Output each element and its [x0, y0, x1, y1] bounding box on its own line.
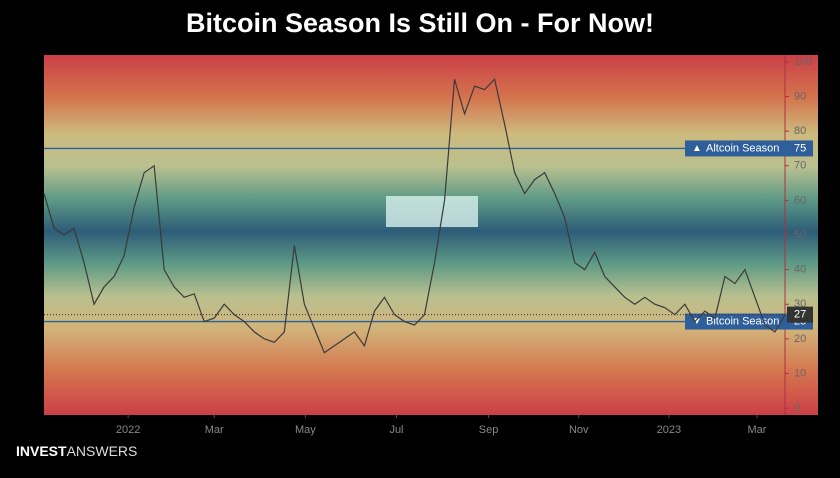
reference-label-text: Bitcoin Season	[706, 315, 779, 327]
y-tick-label: 90	[794, 90, 806, 102]
y-tick-label: 50	[794, 229, 806, 241]
plot-background	[44, 55, 818, 415]
reference-label: ▼Bitcoin Season25	[685, 313, 813, 330]
brand-bold: INVEST	[16, 443, 67, 459]
y-tick-label: 0	[794, 402, 800, 414]
y-tick-label: 20	[794, 333, 806, 345]
x-tick-label: Nov	[569, 424, 589, 436]
chart-title: Bitcoin Season Is Still On - For Now!	[186, 8, 654, 38]
brand: INVESTANSWERS	[16, 443, 137, 459]
x-tick-label: 2022	[116, 424, 140, 436]
last-value-box	[787, 306, 813, 323]
reference-symbol: ▼	[692, 316, 702, 327]
y-tick-label: 100	[794, 56, 812, 68]
x-tick-label: Jul	[389, 424, 403, 436]
y-tick-label: 40	[794, 264, 806, 276]
x-tick-label: Mar	[205, 424, 224, 436]
reference-symbol: ▲	[692, 143, 702, 154]
reference-label: ▲ Altcoin Season 75	[685, 140, 813, 157]
reference-label-box	[685, 313, 813, 330]
last-value-label: 27	[794, 309, 806, 321]
x-tick-label: May	[295, 424, 316, 436]
series-line	[43, 78, 786, 354]
highlight-box	[386, 196, 478, 227]
reference-value: 75	[794, 142, 806, 154]
y-tick-label: 80	[794, 125, 806, 137]
x-tick-label: 2023	[657, 424, 681, 436]
y-tick-label: 70	[794, 160, 806, 172]
brand-light: ANSWERS	[67, 443, 138, 459]
reference-label-text: Altcoin Season	[706, 142, 779, 154]
reference-label-box	[685, 140, 813, 157]
y-tick-label: 10	[794, 367, 806, 379]
y-tick-label: 60	[794, 194, 806, 206]
x-tick-label: Sep	[479, 424, 499, 436]
x-tick-label: Mar	[747, 424, 766, 436]
